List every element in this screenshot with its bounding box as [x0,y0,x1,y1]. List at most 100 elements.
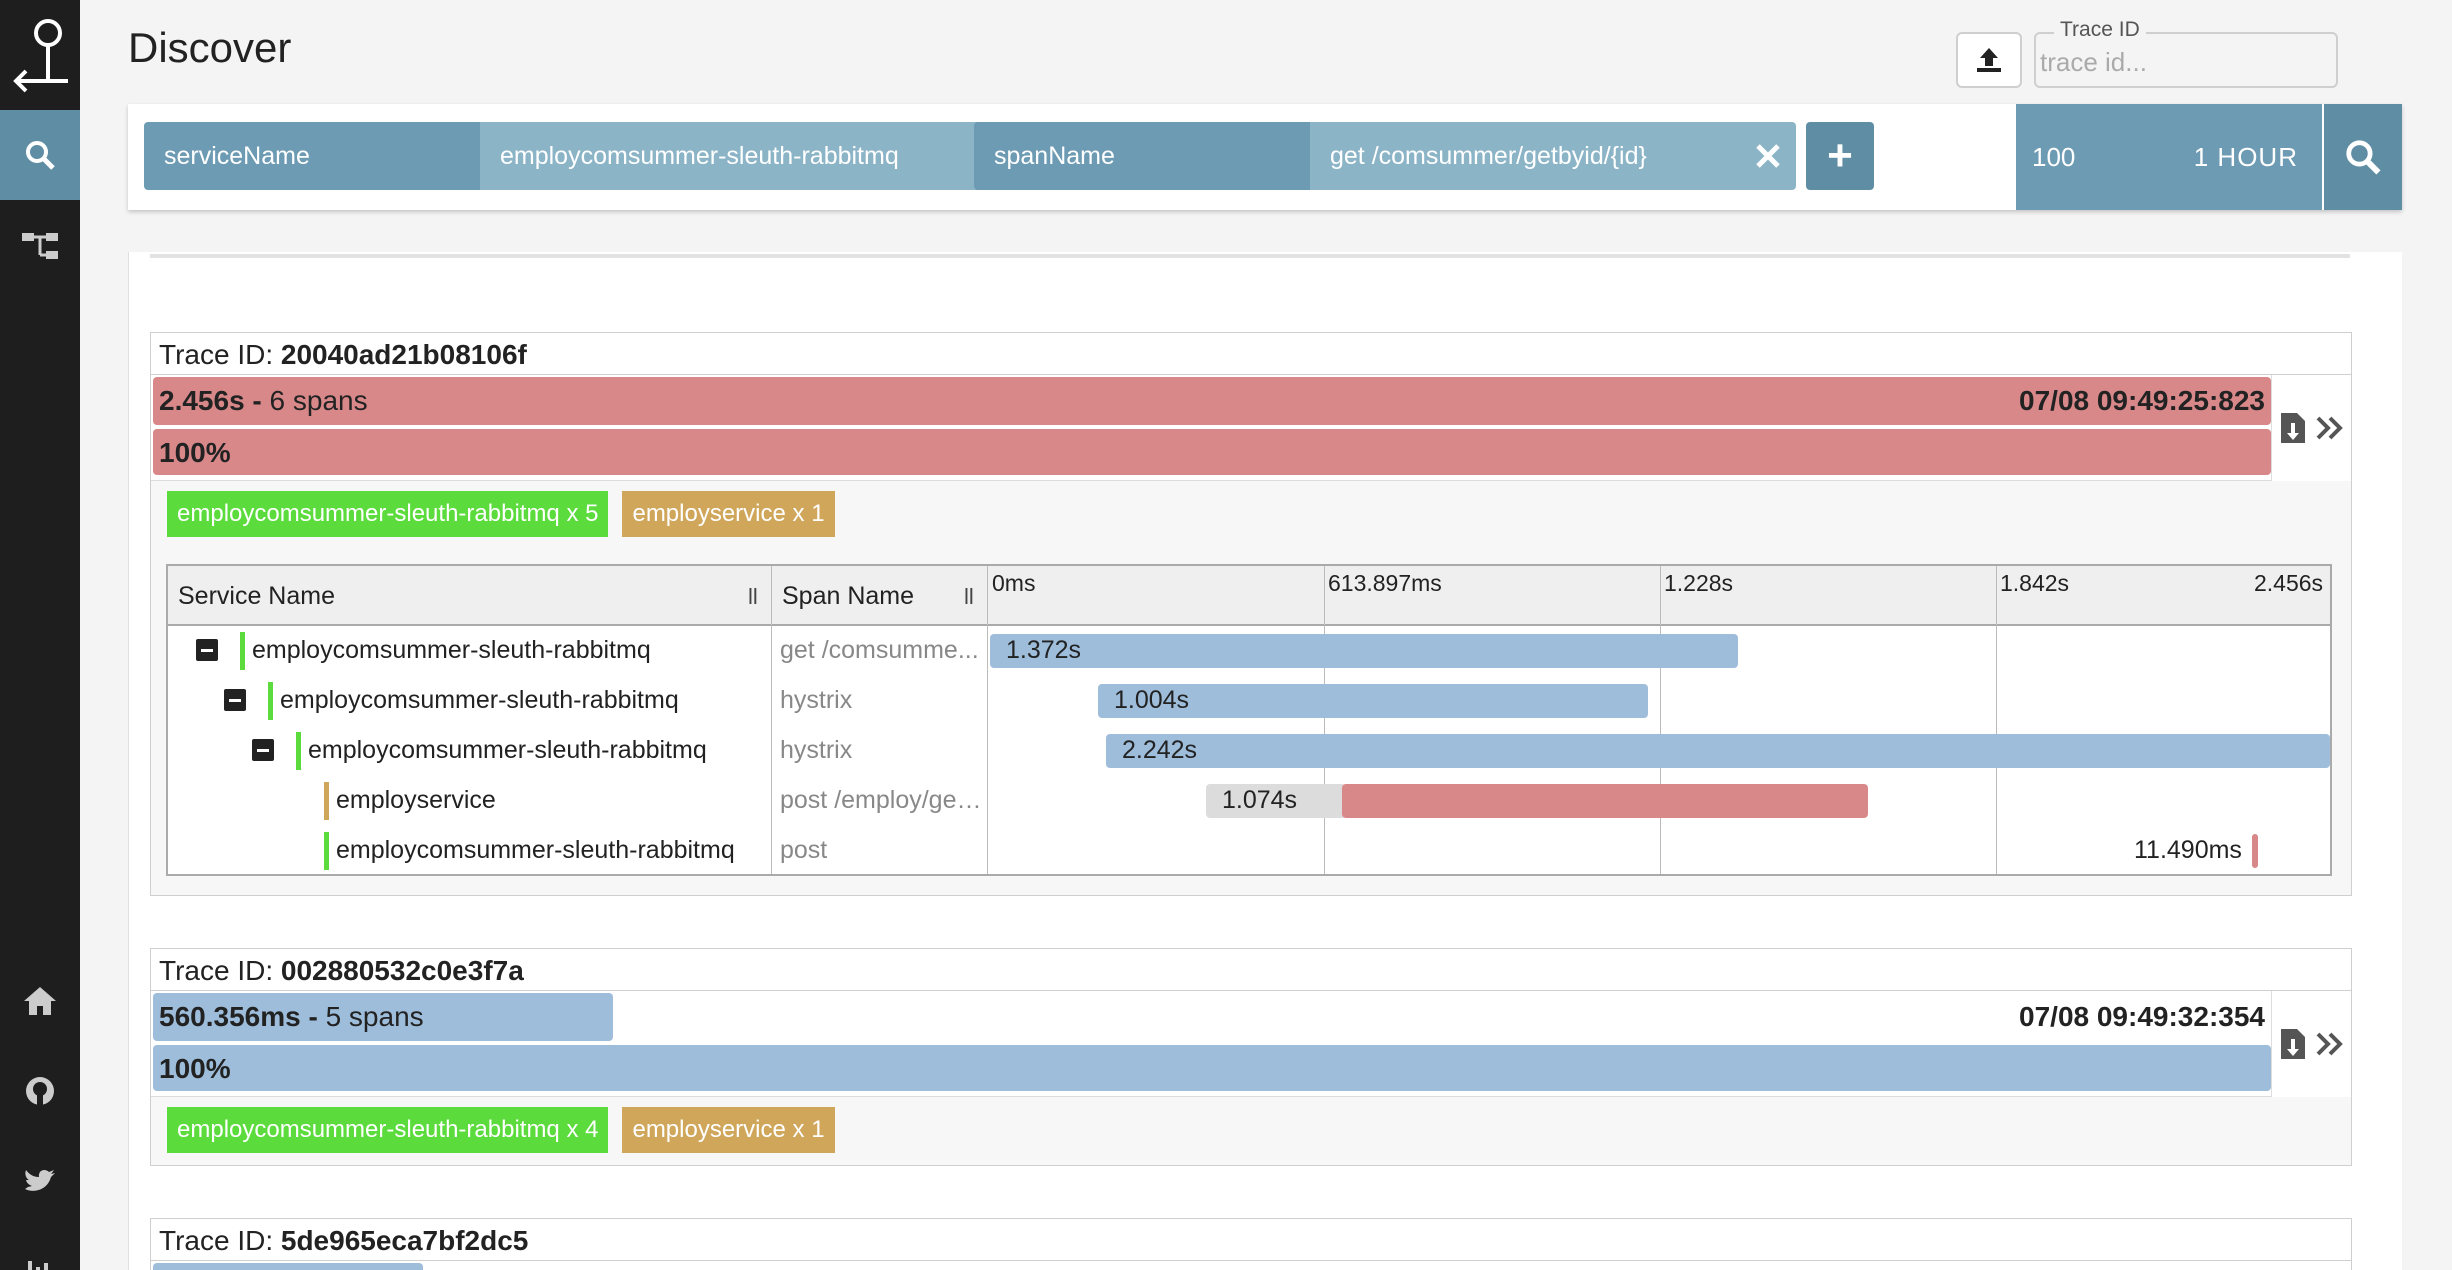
service-tag[interactable]: employcomsummer-sleuth-rabbitmq x 5 [167,491,609,537]
service-tag[interactable]: employservice x 1 [622,491,835,537]
trace-header: Trace ID: 002880532c0e3f7a [151,949,2351,991]
trace-timestamp: 07/08 09:49:32:354 [2019,1001,2265,1032]
span-row[interactable]: employservice post /employ/get... 1.074s [168,776,2330,826]
span-duration-bar[interactable] [1342,784,1868,818]
search-icon[interactable] [0,110,80,200]
span-duration-bar[interactable] [990,634,1738,668]
duration-bar [153,993,613,1041]
span-name: post [780,836,828,864]
span-duration: 11.490ms [2134,836,2242,864]
download-icon[interactable] [2279,1027,2307,1061]
span-service-name: employcomsummer-sleuth-rabbitmq [336,836,735,864]
span-row[interactable]: employcomsummer-sleuth-rabbitmq post 11.… [168,826,2330,876]
span-row[interactable]: employcomsummer-sleuth-rabbitmq hystrix … [168,676,2330,726]
stats-icon[interactable] [0,1226,80,1270]
span-service-name: employcomsummer-sleuth-rabbitmq [308,736,707,764]
resize-grip[interactable]: ll [964,584,974,609]
timeline-tick: 0ms [992,570,1036,596]
trace-timestamp: 07/08 09:49:25:823 [2019,385,2265,416]
collapse-icon[interactable] [196,639,218,661]
service-color-bar [268,682,273,720]
timeline-tick: 2.456s [2254,570,2324,596]
span-wait-bar [1206,784,1346,818]
trace-id: 5de965eca7bf2dc5 [280,1225,529,1256]
span-table-header [168,566,2330,626]
trace-actions [2271,375,2351,481]
trace-header: Trace ID: 20040ad21b08106f [151,333,2351,375]
trace-id: 20040ad21b08106f [280,339,527,370]
duration-bar [153,377,2271,425]
results-divider [150,254,2350,258]
service-color-bar [324,832,329,870]
trace-percent: 100% [159,437,231,468]
trace-id-input[interactable] [2040,44,2330,80]
trace-id-prefix: Trace ID: [159,955,281,986]
limit-value[interactable]: 100 [2032,142,2076,172]
dependencies-icon[interactable] [0,200,80,290]
timeline-tick: 1.842s [2000,570,2070,596]
resize-grip[interactable]: ll [748,584,758,609]
span-service-name: employcomsummer-sleuth-rabbitmq [280,686,679,714]
twitter-icon[interactable] [0,1136,80,1226]
percent-bar [153,1045,2271,1091]
span-name: hystrix [780,686,853,714]
upload-icon [1977,48,2001,72]
service-color-bar [296,732,301,770]
span-name: hystrix [780,736,853,764]
filter-key-span-name[interactable]: spanName [974,122,1310,190]
span-row[interactable]: employcomsummer-sleuth-rabbitmq hystrix … [168,726,2330,776]
trace-id-prefix: Trace ID: [159,1225,281,1256]
service-tags: employcomsummer-sleuth-rabbitmq x 5 emplo… [151,481,2351,545]
trace-summary[interactable]: 2.456s - 6 spans 07/08 09:49:25:823 100% [151,375,2351,481]
trace-header: Trace ID: 5de965eca7bf2dc5 [151,1219,2351,1261]
trace-card[interactable]: Trace ID: 002880532c0e3f7a 560.356ms - 5… [150,948,2352,1166]
trace-id-label: Trace ID [2054,18,2146,42]
search-button[interactable] [2324,104,2402,210]
service-tag[interactable]: employcomsummer-sleuth-rabbitmq x 4 [167,1107,609,1153]
span-duration: 1.004s [1114,686,1190,714]
span-service-name: employservice [336,786,496,814]
trace-card[interactable]: Trace ID: 5de965eca7bf2dc5 [150,1218,2352,1270]
col-service-name: Service Name [178,582,335,610]
trace-duration-text: 2.456s - 6 spans [159,385,368,416]
span-name: post /employ/get... [780,786,984,814]
trace-id: 002880532c0e3f7a [280,955,524,986]
filter-value-text: employcomsummer-sleuth-rabbitmq [500,141,899,170]
timeline-tick: 613.897ms [1328,570,1442,596]
duration-bar [153,1263,423,1270]
timeline-tick: 1.228s [1664,570,1734,596]
span-row[interactable]: employcomsummer-sleuth-rabbitmq get /com… [168,626,2330,676]
span-name: get /comsumme... [780,636,979,664]
collapse-icon[interactable] [252,739,274,761]
trace-id-prefix: Trace ID: [159,339,281,370]
add-filter-button[interactable]: + [1806,122,1874,190]
span-duration-bar[interactable] [1098,684,1648,718]
filter-key-service-name[interactable]: serviceName [144,122,480,190]
lookback-value[interactable]: 1 HOUR [2193,142,2298,172]
limit-lookback-box[interactable]: 100 1 HOUR [2016,104,2322,210]
span-duration: 2.242s [1122,736,1198,764]
timeline-gridline [1996,566,1997,874]
trace-summary[interactable]: 560.356ms - 5 spans 07/08 09:49:32:354 1… [151,991,2351,1097]
download-icon[interactable] [2279,411,2307,445]
page-title: Discover [128,24,292,71]
expand-icon[interactable] [2315,1031,2345,1057]
expand-icon[interactable] [2315,415,2345,441]
filter-value-span-name[interactable]: get /comsummer/getbyid/{id} [1310,122,1796,190]
span-duration: 1.074s [1222,786,1298,814]
home-icon[interactable] [0,956,80,1046]
collapse-icon[interactable] [224,689,246,711]
span-table: Service Name ll Span Name ll 0ms 613.897… [166,564,2332,876]
percent-bar [153,429,2271,475]
col-span-name: Span Name [782,582,915,610]
trace-duration-text: 560.356ms - 5 spans [159,1001,424,1032]
search-icon [2346,140,2381,175]
upload-json-button[interactable] [1956,32,2022,88]
span-duration-bar[interactable] [1106,734,2330,768]
github-icon[interactable] [0,1046,80,1136]
timeline-gridline [1324,566,1325,874]
service-tag[interactable]: employservice x 1 [622,1107,835,1153]
remove-filter-icon[interactable] [1752,140,1784,172]
logo-icon[interactable] [0,0,80,110]
span-duration-bar[interactable] [2252,834,2258,868]
